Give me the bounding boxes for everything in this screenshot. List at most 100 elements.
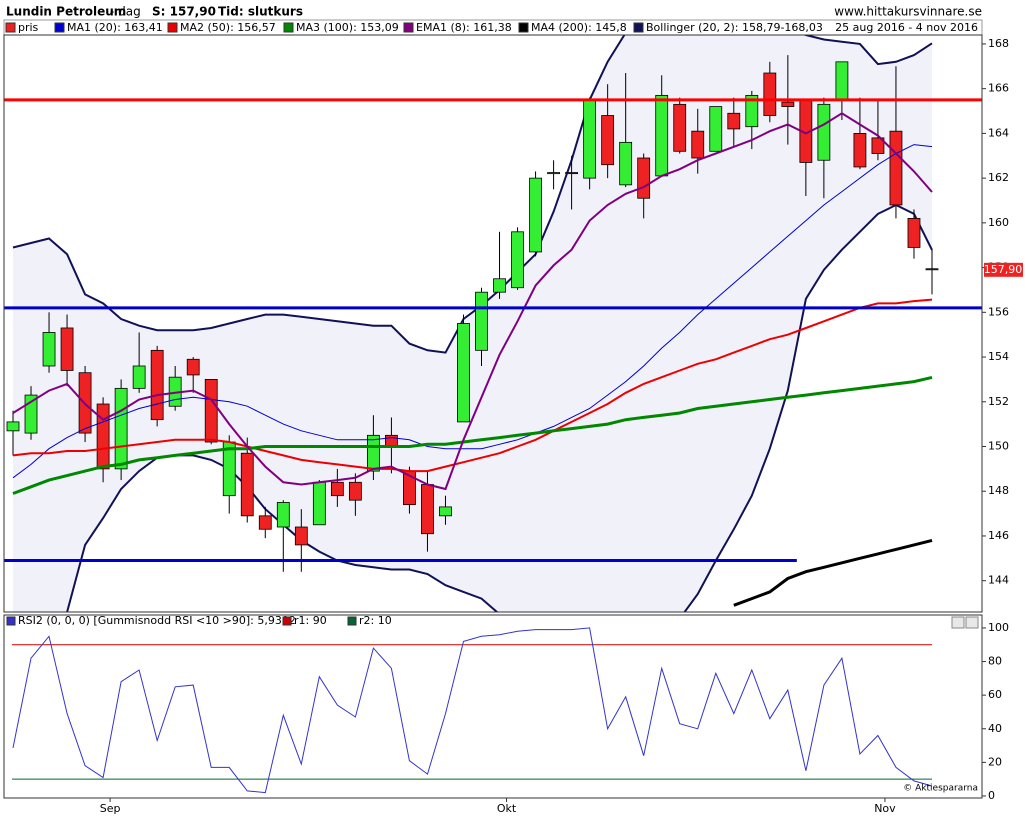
candle-body [240,452,254,517]
legend-swatch [5,22,16,33]
moving-average [12,144,933,479]
candle-body [132,365,146,389]
legend-label: RSI2 (0, 0, 0) [Gummisnodd RSI <10 >90]:… [18,614,296,627]
y-tick-label: 144 [988,574,1009,587]
candle-body [619,141,633,186]
candle-body [330,481,344,497]
date-range: 25 aug 2016 - 4 nov 2016 [835,21,978,34]
candle-body [745,94,759,128]
y-tick-label: 40 [988,722,1002,735]
bollinger-upper [12,35,933,354]
candle-body [835,61,849,101]
candle-body [583,99,597,179]
rsi-panel [12,627,933,794]
time: Tid: slutkurs [218,5,303,19]
candle-body [673,103,687,152]
candle-body [294,526,308,546]
candle-body [493,278,506,293]
legend-label: MA3 (100): 153,09 [296,21,399,34]
candle-body [475,291,488,351]
candle-body [276,502,290,528]
legend-label: EMA1 (8): 161,38 [416,21,512,34]
legend-label: r1: 90 [294,614,327,627]
y-tick-label: 152 [988,395,1009,408]
candle-body [457,323,470,423]
candle-body [439,506,452,517]
y-tick-label: 164 [988,126,1009,139]
candle-body [727,112,741,130]
candle-body [907,217,921,248]
y-tick-label: 166 [988,82,1009,95]
candle-body [348,481,362,501]
legend-swatch [167,22,178,33]
candle-body [96,403,110,470]
legend-label: r2: 10 [359,614,392,627]
y-tick-label: 100 [988,621,1009,634]
price: S: 157,90 [152,5,216,19]
y-tick-label: 150 [988,440,1009,453]
candle-body [637,157,651,199]
y-tick-label: 80 [988,655,1002,668]
candle-body [763,72,777,116]
legend-label: MA1 (20): 163,41 [67,21,163,34]
rsi-line [12,627,933,794]
candle-body [601,115,615,166]
legend-swatch [54,22,65,33]
last-price-box [984,262,1023,277]
legend-swatch [6,616,16,626]
candle-body [186,358,200,376]
zoom-button[interactable] [951,616,965,629]
candle-body [204,379,218,443]
last-price-label: 157,90 [984,263,1023,276]
period: - dag [110,5,141,19]
candle-body [817,103,831,161]
y-tick-label: 0 [988,789,995,802]
moving-average [12,375,933,495]
x-tick-label: Nov [874,802,896,815]
y-tick-label: 154 [988,350,1009,363]
y-tick-label: 160 [988,216,1009,229]
candle-body [421,484,434,535]
candle-body [114,387,128,470]
candle-body [385,434,398,447]
legend-label: pris [18,21,39,34]
candle-body [547,172,560,175]
candle-body [655,94,669,177]
candle-body [312,481,326,526]
legend-swatch [518,22,529,33]
candle-body [366,434,380,472]
candle-body [60,327,74,371]
moving-average [733,538,933,607]
x-tick-label: Okt [497,802,517,815]
legend-label: MA2 (50): 156,57 [180,21,276,34]
candle-body [691,130,705,159]
legend-label: MA4 (200): 145,8 [531,21,627,34]
price-panel [4,35,982,612]
chart-title: Lundin Petroleum [6,5,126,19]
candle-body [150,349,164,421]
y-tick-label: 20 [988,755,1002,768]
moving-average [12,298,933,473]
price-frame [3,34,983,613]
candle-body [258,515,272,530]
settings-button[interactable] [965,616,979,629]
candle-body [889,130,903,206]
moving-average [12,112,933,491]
legend-swatch [283,22,294,33]
candle-body [925,268,939,271]
candle-body [781,101,795,107]
candle-body [709,106,723,152]
legend-label: Bollinger (20, 2): 158,79-168,03 [646,21,823,34]
candle-body [511,231,524,289]
candle-body [42,332,56,367]
legend-swatch [633,22,644,33]
candle-body [871,137,885,154]
y-tick-label: 146 [988,529,1009,542]
candle-body [6,421,20,432]
site: www.hittakursvinnare.se [834,5,982,19]
y-tick-label: 60 [988,688,1002,701]
candle-body [853,133,867,168]
rsi-frame [3,614,983,799]
x-tick-label: Sep [100,802,121,815]
